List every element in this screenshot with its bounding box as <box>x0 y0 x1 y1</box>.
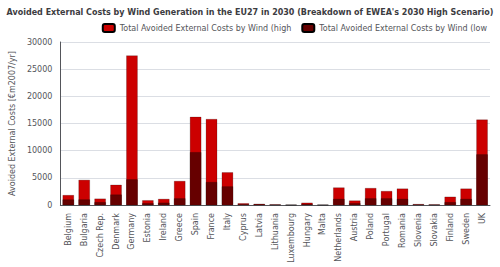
svg-text:25000: 25000 <box>27 65 52 74</box>
svg-text:Sweden: Sweden <box>462 213 471 245</box>
svg-text:Portugal: Portugal <box>382 213 391 246</box>
svg-text:Spain: Spain <box>191 213 200 235</box>
svg-text:Finland: Finland <box>446 213 455 242</box>
svg-text:Hungary: Hungary <box>303 213 312 247</box>
svg-text:Austria: Austria <box>350 213 359 241</box>
svg-text:10000: 10000 <box>27 146 52 155</box>
svg-text:Total Avoided External Costs b: Total Avoided External Costs by Wind (lo… <box>318 24 487 33</box>
svg-text:5000: 5000 <box>32 173 52 182</box>
svg-text:UK: UK <box>478 212 487 224</box>
svg-text:Slovenia: Slovenia <box>414 213 423 247</box>
svg-text:Netherlands: Netherlands <box>334 213 343 262</box>
svg-text:Romania: Romania <box>398 213 407 248</box>
svg-text:Cyprus: Cyprus <box>239 213 248 241</box>
svg-text:Estonia: Estonia <box>143 213 152 243</box>
svg-text:Germany: Germany <box>127 213 136 250</box>
svg-text:Luxembourg: Luxembourg <box>287 213 296 263</box>
svg-text:Lithuania: Lithuania <box>271 213 280 250</box>
svg-text:Avoided External Costs by Wind: Avoided External Costs by Wind Generatio… <box>7 8 494 17</box>
svg-text:Latvia: Latvia <box>255 213 264 237</box>
svg-text:0: 0 <box>47 201 52 210</box>
svg-text:Denmark: Denmark <box>112 213 121 250</box>
svg-text:30000: 30000 <box>27 38 52 47</box>
svg-text:Malta: Malta <box>318 213 327 235</box>
svg-text:Belgium: Belgium <box>64 213 73 246</box>
svg-text:15000: 15000 <box>27 119 52 128</box>
svg-text:Total Avoided External Costs b: Total Avoided External Costs by Wind (hi… <box>119 24 292 33</box>
svg-text:Poland: Poland <box>366 213 375 240</box>
svg-text:Ireland: Ireland <box>159 213 168 241</box>
svg-text:Italy: Italy <box>223 213 232 231</box>
svg-text:Czech Rep.: Czech Rep. <box>96 213 105 257</box>
svg-text:20000: 20000 <box>27 92 52 101</box>
svg-text:Slovakia: Slovakia <box>430 213 439 247</box>
svg-text:Bulgaria: Bulgaria <box>80 213 89 246</box>
svg-text:Avoided External Costs [€m2007: Avoided External Costs [€m2007/yr] <box>8 51 17 196</box>
svg-text:Greece: Greece <box>175 213 184 242</box>
svg-text:France: France <box>207 213 216 240</box>
